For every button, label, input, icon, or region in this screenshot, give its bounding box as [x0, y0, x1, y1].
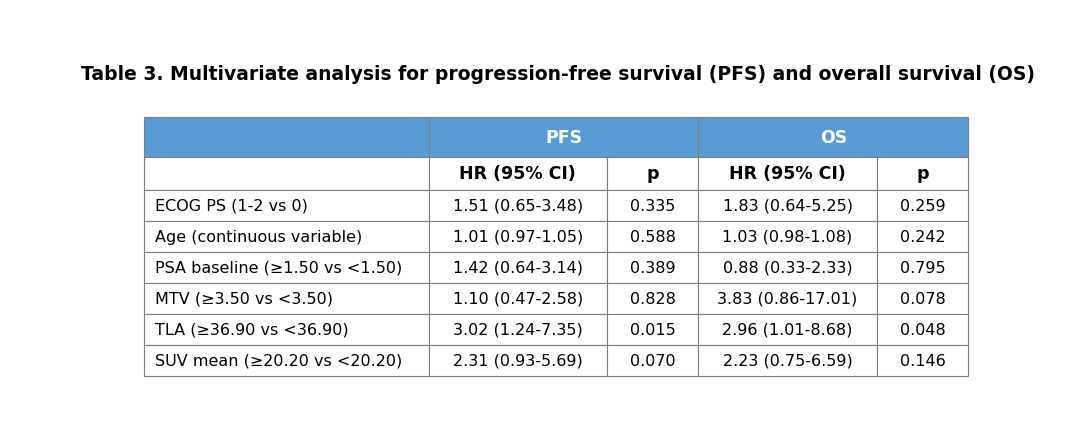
- Bar: [607, 221, 698, 252]
- Text: 0.242: 0.242: [900, 229, 945, 244]
- Text: 1.01 (0.97-1.05): 1.01 (0.97-1.05): [453, 229, 583, 244]
- Bar: [698, 221, 877, 252]
- Bar: [698, 158, 877, 190]
- Text: p: p: [646, 165, 659, 183]
- Text: 0.828: 0.828: [630, 291, 676, 306]
- Text: Age (continuous variable): Age (continuous variable): [154, 229, 362, 244]
- Bar: [698, 314, 877, 345]
- Bar: [607, 190, 698, 221]
- Bar: [145, 283, 429, 314]
- Text: 1.51 (0.65-3.48): 1.51 (0.65-3.48): [453, 198, 583, 213]
- Bar: [429, 221, 607, 252]
- Text: 0.015: 0.015: [630, 322, 676, 337]
- Text: Table 3. Multivariate analysis for progression-free survival (PFS) and overall s: Table 3. Multivariate analysis for progr…: [81, 65, 1035, 84]
- Text: HR (95% CI): HR (95% CI): [729, 165, 846, 183]
- Bar: [607, 283, 698, 314]
- Text: 1.03 (0.98-1.08): 1.03 (0.98-1.08): [722, 229, 853, 244]
- Text: 0.146: 0.146: [900, 353, 945, 368]
- Text: 0.795: 0.795: [900, 260, 945, 275]
- Bar: [145, 221, 429, 252]
- Bar: [145, 158, 429, 190]
- Bar: [698, 345, 877, 376]
- Bar: [145, 314, 429, 345]
- Text: p: p: [916, 165, 929, 183]
- Text: PSA baseline (≥1.50 vs <1.50): PSA baseline (≥1.50 vs <1.50): [154, 260, 401, 275]
- Text: 2.23 (0.75-6.59): 2.23 (0.75-6.59): [722, 353, 853, 368]
- Bar: [877, 190, 968, 221]
- Bar: [607, 252, 698, 283]
- Text: 0.048: 0.048: [900, 322, 945, 337]
- Text: 0.389: 0.389: [630, 260, 676, 275]
- Bar: [429, 158, 607, 190]
- Bar: [429, 118, 698, 158]
- Text: 2.31 (0.93-5.69): 2.31 (0.93-5.69): [453, 353, 583, 368]
- Bar: [877, 221, 968, 252]
- Text: 3.83 (0.86-17.01): 3.83 (0.86-17.01): [717, 291, 857, 306]
- Bar: [145, 345, 429, 376]
- Text: 1.10 (0.47-2.58): 1.10 (0.47-2.58): [453, 291, 583, 306]
- Text: 0.335: 0.335: [630, 198, 676, 213]
- Text: 1.42 (0.64-3.14): 1.42 (0.64-3.14): [453, 260, 583, 275]
- Text: 1.83 (0.64-5.25): 1.83 (0.64-5.25): [722, 198, 853, 213]
- Text: TLA (≥36.90 vs <36.90): TLA (≥36.90 vs <36.90): [154, 322, 348, 337]
- Bar: [145, 118, 429, 158]
- Bar: [877, 314, 968, 345]
- Text: SUV mean (≥20.20 vs <20.20): SUV mean (≥20.20 vs <20.20): [154, 353, 401, 368]
- Bar: [607, 314, 698, 345]
- Bar: [145, 252, 429, 283]
- Text: HR (95% CI): HR (95% CI): [459, 165, 577, 183]
- Text: 0.078: 0.078: [900, 291, 945, 306]
- Text: 2.96 (1.01-8.68): 2.96 (1.01-8.68): [722, 322, 853, 337]
- Text: 3.02 (1.24-7.35): 3.02 (1.24-7.35): [453, 322, 583, 337]
- Bar: [429, 345, 607, 376]
- Text: 0.070: 0.070: [630, 353, 676, 368]
- Bar: [877, 158, 968, 190]
- Bar: [698, 283, 877, 314]
- Bar: [429, 252, 607, 283]
- Bar: [877, 345, 968, 376]
- Bar: [429, 283, 607, 314]
- Bar: [877, 252, 968, 283]
- Bar: [698, 118, 968, 158]
- Bar: [698, 252, 877, 283]
- Text: 0.259: 0.259: [900, 198, 945, 213]
- Text: 0.588: 0.588: [630, 229, 676, 244]
- Bar: [698, 190, 877, 221]
- Text: OS: OS: [819, 129, 846, 147]
- Bar: [607, 345, 698, 376]
- Bar: [607, 158, 698, 190]
- Bar: [877, 283, 968, 314]
- Bar: [429, 314, 607, 345]
- Text: ECOG PS (1-2 vs 0): ECOG PS (1-2 vs 0): [154, 198, 308, 213]
- Text: PFS: PFS: [545, 129, 582, 147]
- Bar: [429, 190, 607, 221]
- Text: 0.88 (0.33-2.33): 0.88 (0.33-2.33): [722, 260, 852, 275]
- Bar: [145, 190, 429, 221]
- Text: MTV (≥3.50 vs <3.50): MTV (≥3.50 vs <3.50): [154, 291, 333, 306]
